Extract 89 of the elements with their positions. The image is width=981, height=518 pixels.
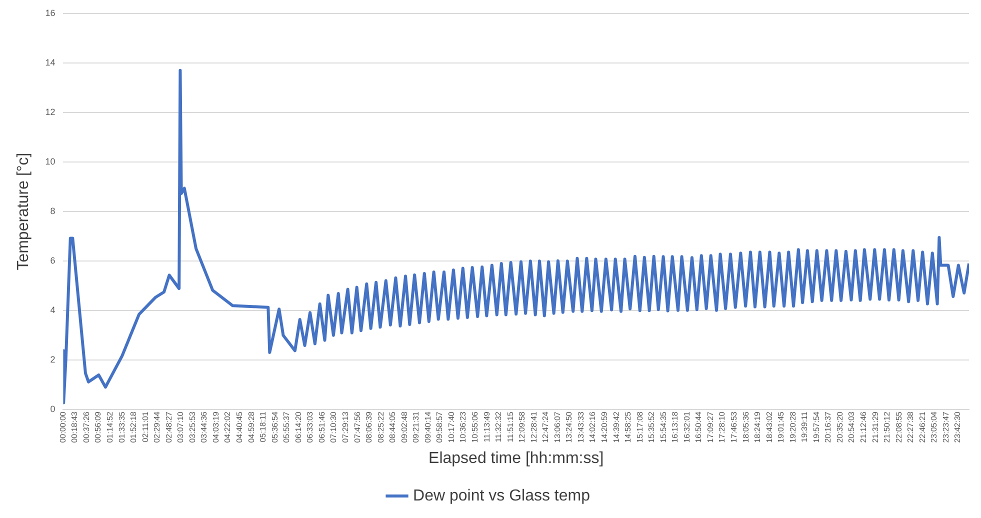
x-tick-label: 09:02:48: [400, 411, 409, 443]
legend-label: Dew point vs Glass temp: [413, 487, 590, 504]
x-tick-label: 13:24:50: [564, 411, 574, 443]
y-tick-label: 12: [45, 106, 56, 117]
x-tick-label: 04:22:02: [223, 411, 232, 443]
x-tick-label: 13:43:33: [576, 411, 586, 443]
x-tick-label: 06:33:03: [306, 411, 315, 443]
y-tick-label: 10: [45, 156, 56, 166]
y-tick-label: 14: [45, 57, 56, 68]
x-tick-label: 04:03:19: [211, 411, 220, 443]
x-tick-label: 15:35:52: [647, 411, 656, 443]
x-tick-label: 14:58:25: [624, 411, 633, 443]
x-tick-label: 08:44:05: [388, 411, 398, 443]
x-tick-label: 02:29:44: [152, 411, 162, 443]
x-tick-label: 23:42:30: [953, 411, 962, 443]
x-tick-label: 16:13:18: [670, 411, 680, 443]
x-tick-label: 04:59:28: [246, 411, 256, 443]
x-tick-label: 12:47:24: [541, 411, 550, 443]
x-tick-label: 07:29:13: [340, 411, 350, 443]
x-tick-label: 17:28:10: [718, 411, 727, 443]
x-tick-label: 22:08:55: [894, 411, 904, 443]
x-tick-label: 19:20:28: [788, 411, 798, 443]
x-tick-label: 15:54:35: [658, 411, 668, 443]
x-tick-label: 01:52:18: [129, 411, 138, 443]
x-tick-label: 20:35:20: [835, 411, 844, 443]
x-tick-label: 19:01:45: [776, 411, 786, 443]
x-tick-label: 13:06:07: [552, 411, 562, 443]
x-tick-label: 17:09:27: [706, 411, 715, 443]
x-tick-label: 00:00:00: [58, 411, 68, 443]
x-tick-label: 22:27:38: [906, 411, 916, 443]
y-tick-label: 16: [45, 8, 56, 18]
x-tick-label: 03:44:36: [200, 411, 209, 443]
x-tick-label: 14:02:16: [588, 411, 598, 443]
x-tick-label: 14:20:59: [600, 411, 609, 443]
x-tick-label: 00:37:26: [82, 411, 91, 443]
x-tick-label: 02:11:01: [140, 411, 150, 442]
y-axis-title: Temperature [°c]: [15, 152, 32, 270]
x-tick-label: 16:50:44: [694, 411, 704, 443]
x-tick-label: 16:32:01: [682, 411, 692, 443]
x-tick-label: 17:46:53: [730, 411, 739, 443]
x-tick-label: 23:23:47: [941, 411, 950, 443]
x-tick-label: 04:40:45: [235, 411, 244, 443]
x-tick-label: 09:21:31: [412, 411, 421, 443]
x-tick-label: 03:25:53: [188, 411, 197, 443]
x-tick-label: 22:46:21: [918, 411, 927, 443]
x-tick-label: 19:57:54: [812, 411, 821, 443]
x-tick-label: 05:55:37: [282, 411, 292, 443]
x-tick-label: 03:07:10: [176, 411, 186, 443]
x-tick-label: 23:05:04: [930, 411, 939, 443]
x-tick-label: 09:40:14: [423, 411, 432, 443]
x-tick-label: 21:31:29: [870, 411, 880, 443]
x-tick-label: 21:50:12: [882, 411, 892, 443]
x-tick-label: 07:10:30: [329, 411, 338, 443]
x-tick-label: 14:39:42: [612, 411, 621, 443]
x-tick-label: 01:14:52: [106, 411, 115, 443]
x-tick-label: 06:51:46: [317, 411, 326, 443]
x-tick-label: 02:48:27: [164, 411, 174, 443]
x-tick-label: 00:56:09: [94, 411, 103, 443]
x-tick-label: 11:51:15: [506, 411, 515, 442]
x-tick-label: 11:32:32: [494, 411, 504, 442]
x-tick-label: 12:09:58: [518, 411, 527, 443]
x-tick-label: 07:47:56: [352, 411, 362, 443]
x-tick-label: 21:12:46: [859, 411, 868, 443]
x-tick-label: 08:06:39: [364, 411, 374, 443]
x-tick-label: 06:14:20: [294, 411, 303, 443]
x-tick-label: 12:28:41: [529, 411, 538, 443]
x-tick-label: 19:39:11: [800, 411, 810, 442]
y-tick-label: 4: [50, 305, 56, 316]
y-tick-label: 0: [50, 404, 56, 414]
x-tick-label: 09:58:57: [435, 411, 444, 443]
x-tick-label: 11:13:49: [482, 411, 492, 442]
x-tick-label: 10:17:40: [446, 411, 456, 443]
x-tick-label: 20:16:37: [824, 411, 833, 443]
x-tick-label: 08:25:22: [376, 411, 386, 443]
x-tick-label: 00:18:43: [70, 411, 80, 443]
y-tick-label: 8: [50, 206, 56, 216]
x-tick-label: 15:17:08: [635, 411, 644, 443]
x-axis-title: Elapsed time [hh:mm:ss]: [428, 450, 604, 467]
x-tick-label: 05:18:11: [258, 411, 268, 442]
x-tick-label: 01:33:35: [117, 411, 126, 443]
x-tick-label: 18:05:36: [741, 411, 750, 443]
y-tick-label: 2: [50, 354, 56, 365]
y-tick-label: 6: [50, 256, 56, 266]
x-tick-label: 18:24:19: [753, 411, 762, 443]
x-tick-label: 20:54:03: [847, 411, 856, 443]
x-tick-label: 10:55:06: [470, 411, 480, 443]
x-tick-label: 05:36:54: [270, 411, 280, 443]
x-tick-label: 18:43:02: [764, 411, 774, 443]
x-tick-label: 10:36:23: [458, 411, 468, 443]
